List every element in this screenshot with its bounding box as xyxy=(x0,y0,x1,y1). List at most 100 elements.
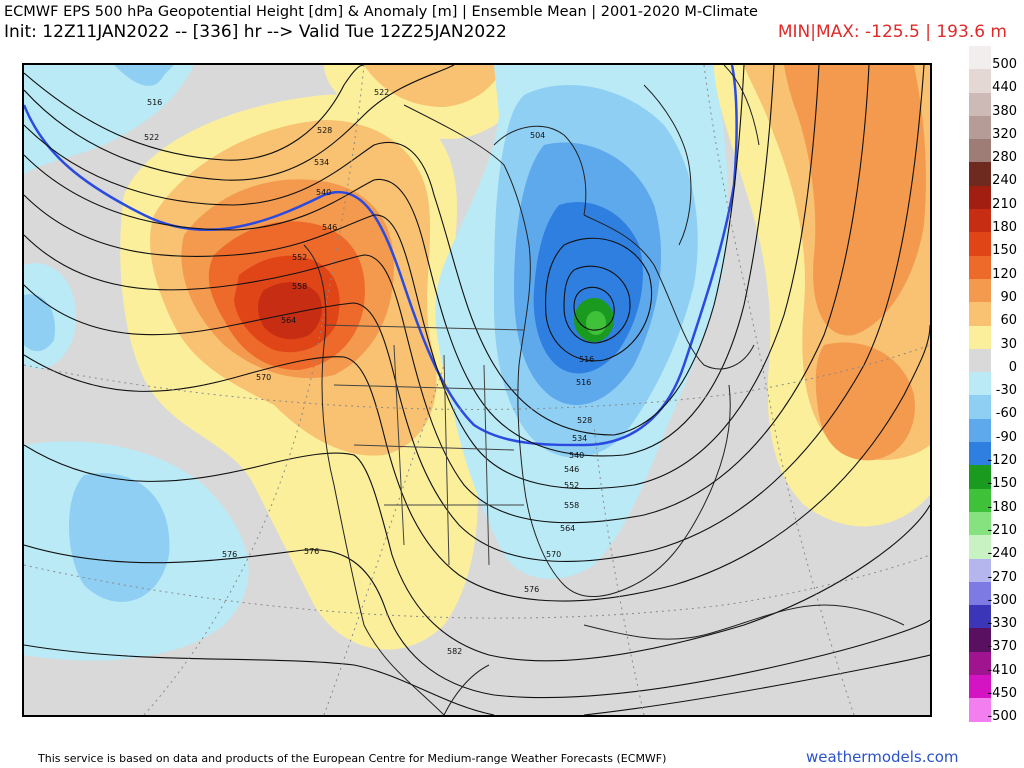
contour-label: 534 xyxy=(314,158,329,167)
legend-row: 210 xyxy=(967,185,1022,212)
pacific-negative-anomaly-north xyxy=(24,65,194,175)
legend-label: 280 xyxy=(992,150,1017,166)
legend-row: -120 xyxy=(967,442,1022,469)
legend-swatch xyxy=(969,488,991,512)
contour-label: 516 xyxy=(576,378,591,387)
legend-swatch xyxy=(969,395,991,419)
legend-swatch xyxy=(969,535,991,559)
legend-row: -210 xyxy=(967,511,1022,538)
legend-label: -500 xyxy=(987,709,1017,725)
data-attribution: This service is based on data and produc… xyxy=(38,752,667,765)
legend-row: -90 xyxy=(967,418,1022,445)
legend-label: 380 xyxy=(992,103,1017,119)
contour-label: 564 xyxy=(281,316,296,325)
legend-label: 500 xyxy=(992,57,1017,72)
contour-label: 576 xyxy=(524,585,539,594)
contour-labels: 516 522 522 528 534 540 546 552 558 564 … xyxy=(144,88,594,656)
legend-swatch xyxy=(969,302,991,326)
legend-label: -120 xyxy=(987,453,1017,469)
legend-row: 60 xyxy=(967,302,1022,329)
contour-label: 528 xyxy=(577,416,592,425)
map-title: ECMWF EPS 500 hPa Geopotential Height [d… xyxy=(4,4,758,20)
contour-label: 558 xyxy=(564,501,579,510)
legend-label: 440 xyxy=(992,80,1017,96)
legend-swatch xyxy=(969,511,991,536)
legend-label: 120 xyxy=(992,266,1017,282)
legend-label: 150 xyxy=(992,243,1017,259)
legend-swatch xyxy=(969,139,991,163)
contour-label: 540 xyxy=(316,188,331,197)
legend-swatch xyxy=(969,558,991,582)
legend-label: -450 xyxy=(987,686,1017,702)
contour-label: 570 xyxy=(546,550,561,559)
contour-label: 504 xyxy=(530,131,545,140)
legend-label: 320 xyxy=(992,126,1017,142)
legend-label: 30 xyxy=(1000,336,1017,352)
legend-swatch xyxy=(969,255,991,279)
legend-row: -330 xyxy=(967,605,1022,632)
contour-label: 552 xyxy=(292,253,307,262)
legend-label: -270 xyxy=(987,569,1017,585)
init-valid-line: Init: 12Z11JAN2022 -- [336] hr --> Valid… xyxy=(4,22,507,42)
legend-row: -240 xyxy=(967,535,1022,562)
legend-row: 30 xyxy=(967,325,1022,352)
legend-label: -210 xyxy=(987,522,1017,538)
legend-swatch xyxy=(969,418,991,443)
legend-row: -30 xyxy=(967,372,1022,399)
brand-link[interactable]: weathermodels.com xyxy=(806,748,959,766)
legend-row: 500 xyxy=(967,46,1022,72)
legend-row: 280 xyxy=(967,139,1022,166)
contour-label: 546 xyxy=(322,223,337,232)
contour-label: 576 xyxy=(304,547,319,556)
legend-swatch xyxy=(969,325,991,349)
legend-label: -30 xyxy=(995,383,1017,399)
legend-label: -90 xyxy=(995,429,1017,445)
legend-label: 180 xyxy=(992,220,1017,236)
legend-row: -60 xyxy=(967,395,1022,422)
contour-label: 534 xyxy=(572,434,587,443)
legend-row: -180 xyxy=(967,488,1022,515)
legend-row: -300 xyxy=(967,581,1022,608)
legend-label: -180 xyxy=(987,499,1017,515)
legend-label: 60 xyxy=(1000,313,1017,329)
anomaly-color-legend: 500 440 380 320 280 240 210 180 150 120 90 60 30 0 -30… xyxy=(967,46,1022,725)
legend-swatch xyxy=(969,442,991,466)
legend-swatch xyxy=(969,465,991,489)
contour-label: 558 xyxy=(292,282,307,291)
legend-swatch xyxy=(969,372,991,396)
forecast-map: 516 522 522 528 534 540 546 552 558 564 … xyxy=(22,63,932,717)
legend-swatch xyxy=(969,348,991,373)
legend-swatch xyxy=(969,115,991,140)
legend-swatch xyxy=(969,185,991,210)
legend-row: -370 xyxy=(967,628,1022,654)
legend-swatch xyxy=(969,651,991,676)
legend-row: 120 xyxy=(967,255,1022,282)
height-contours xyxy=(24,65,930,715)
legend-label: -410 xyxy=(987,662,1017,678)
legend-label: -240 xyxy=(987,546,1017,562)
contour-label: 570 xyxy=(256,373,271,382)
legend-label: -60 xyxy=(995,406,1017,422)
legend-label: -150 xyxy=(987,476,1017,492)
legend-row: 440 xyxy=(967,69,1022,96)
legend-row: 150 xyxy=(967,232,1022,259)
legend-row: -450 xyxy=(967,675,1022,702)
legend-label: 90 xyxy=(1000,289,1017,305)
legend-swatch xyxy=(969,232,991,256)
contour-label: 576 xyxy=(222,550,237,559)
legend-row: -270 xyxy=(967,558,1022,585)
contour-label: 546 xyxy=(564,465,579,474)
legend-label: -330 xyxy=(987,616,1017,632)
legend-row: 0 xyxy=(967,348,1022,375)
legend-row: 90 xyxy=(967,278,1022,305)
legend-label: 210 xyxy=(992,196,1017,212)
legend-row: -500 xyxy=(967,698,1022,725)
legend-swatch xyxy=(969,69,991,93)
legend-swatch xyxy=(969,278,991,303)
legend-row: 180 xyxy=(967,209,1022,236)
lat-lon-grid xyxy=(24,65,930,715)
contour-label: 552 xyxy=(564,481,579,490)
legend-swatch xyxy=(969,46,991,70)
legend-swatch xyxy=(969,162,991,186)
contour-label: 564 xyxy=(560,524,575,533)
